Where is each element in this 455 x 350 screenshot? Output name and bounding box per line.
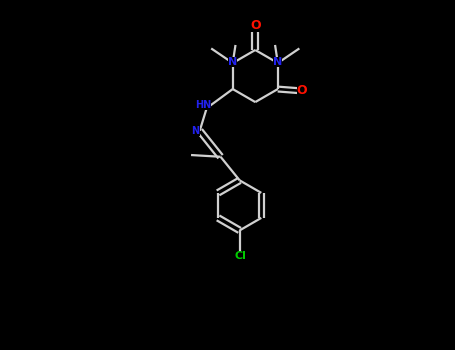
Text: N: N	[273, 57, 283, 66]
Text: O: O	[250, 19, 261, 32]
Text: N: N	[228, 57, 238, 66]
Text: O: O	[297, 84, 308, 97]
Text: N: N	[192, 126, 200, 136]
Text: HN: HN	[195, 100, 211, 110]
Text: Cl: Cl	[234, 251, 246, 261]
